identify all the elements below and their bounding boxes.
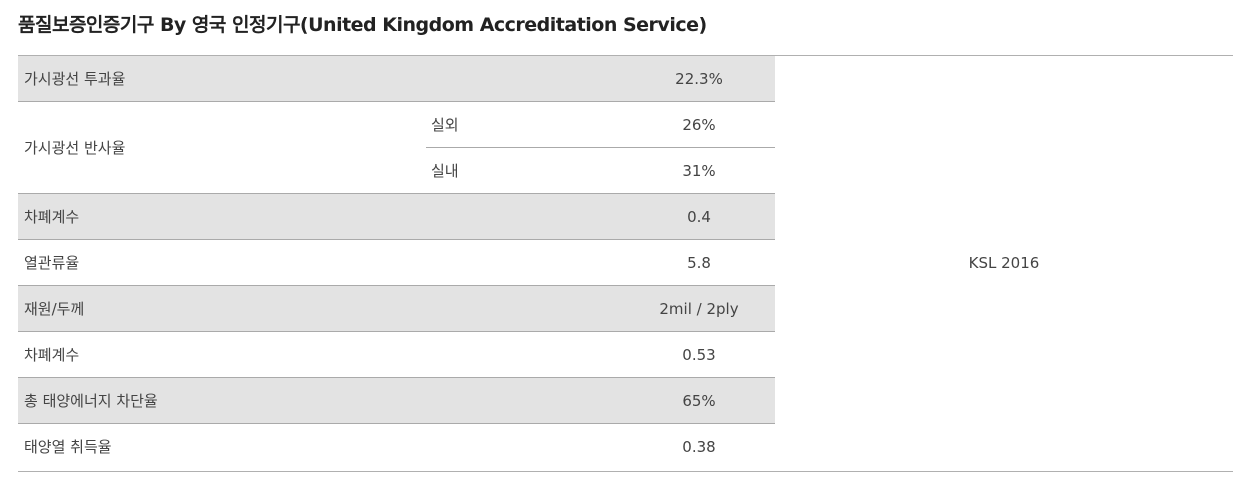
row-value: 26% xyxy=(623,101,775,148)
row-value: 5.8 xyxy=(623,239,775,286)
row-label: 재원/두께 xyxy=(18,285,426,332)
row-label: 차폐계수 xyxy=(18,331,426,378)
table-row: 열관류율 5.8 xyxy=(18,239,1233,286)
row-sub-label xyxy=(426,56,623,102)
bottom-divider xyxy=(18,471,1233,472)
row-sub-label xyxy=(426,285,623,332)
row-sub-label xyxy=(426,193,623,240)
row-value: 0.38 xyxy=(682,437,716,456)
row-value: 65% xyxy=(623,377,775,424)
row-sub-label: 실내 xyxy=(426,147,623,194)
table-row: 차폐계수 0.4 xyxy=(18,193,1233,240)
row-label: 가시광선 투과율 xyxy=(18,56,426,102)
row-value: 31% xyxy=(623,147,775,194)
table-row: 총 태양에너지 차단율 65% xyxy=(18,377,1233,424)
top-divider xyxy=(18,55,1233,56)
row-sub-label xyxy=(426,239,623,286)
table-row: 차폐계수 0.53 xyxy=(18,331,1233,378)
row-value: 2mil / 2ply xyxy=(623,285,775,332)
table-row: 실내 31% xyxy=(18,147,1233,194)
standard-label: KSL 2016 xyxy=(775,56,1233,469)
row-label: 총 태양에너지 차단율 xyxy=(18,377,426,424)
row-label: 가시광선 반사율 xyxy=(18,101,426,194)
row-sub-label: 실외 xyxy=(426,101,623,148)
table-row: 가시광선 반사율 실외 26% xyxy=(18,101,1233,194)
page-title: 품질보증인증기구 By 영국 인정기구(United Kingdom Accre… xyxy=(18,14,707,36)
table-row: 태양열 취득율 0.38 xyxy=(18,424,1233,470)
row-sub-label xyxy=(426,424,623,470)
row-sub-label xyxy=(426,377,623,424)
spec-table: 가시광선 투과율 22.3% KSL 2016 가시광선 반사율 실외 26% … xyxy=(18,56,1233,469)
table-row: 재원/두께 2mil / 2ply xyxy=(18,285,1233,332)
row-label: 열관류율 xyxy=(18,239,426,286)
row-label: 태양열 취득율 xyxy=(24,438,112,456)
row-sub-label xyxy=(426,331,623,378)
table-row: 가시광선 투과율 22.3% KSL 2016 xyxy=(18,56,1233,469)
row-label: 차폐계수 xyxy=(18,193,426,240)
row-value: 0.4 xyxy=(623,193,775,240)
row-value: 22.3% xyxy=(623,56,775,102)
row-value: 0.53 xyxy=(623,331,775,378)
